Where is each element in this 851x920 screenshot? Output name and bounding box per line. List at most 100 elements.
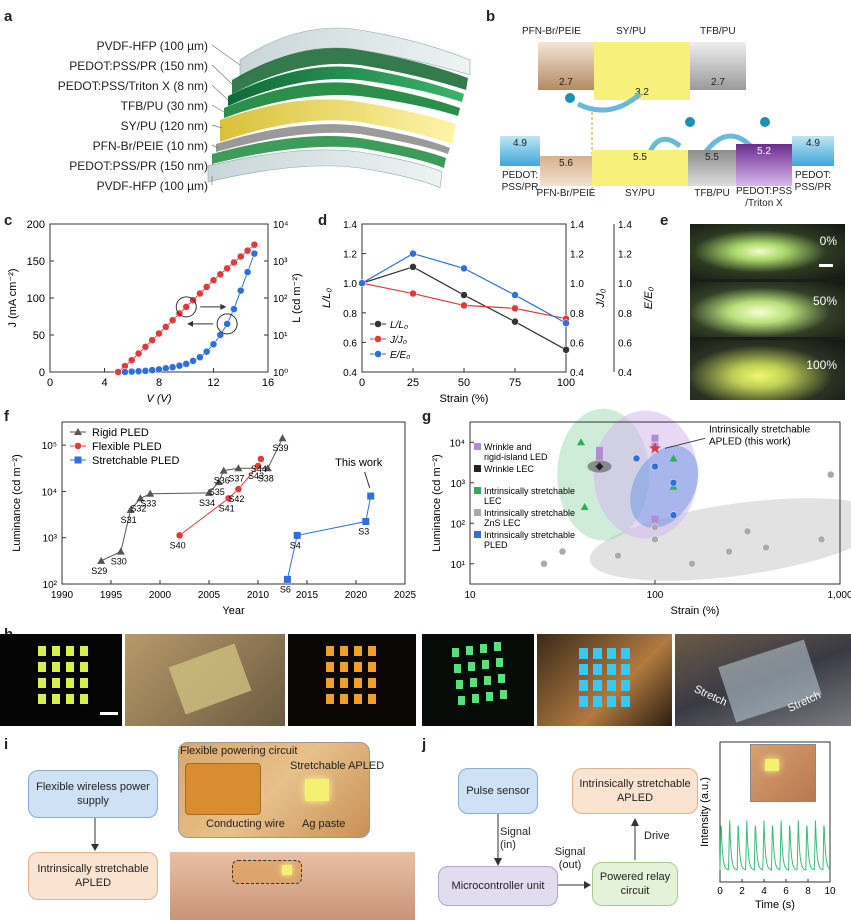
flow-arrow-right (558, 881, 591, 889)
electron-dot-top (565, 93, 575, 103)
energy-block-tfb-top: 2.7 (690, 42, 746, 90)
y-tick-label: 200 (27, 219, 45, 231)
plot-frame (61, 421, 406, 585)
legend-label: PLED (484, 540, 508, 550)
electron-transfer-arrow (576, 92, 642, 113)
data-point-J (182, 303, 190, 311)
y-tick-label: 10³ (451, 479, 466, 490)
legend-label: Intrinsically stretchable (484, 508, 575, 518)
data-point (409, 249, 417, 258)
energy-block-sy-bottom: 5.5 (592, 150, 688, 186)
x-tick-label: 16 (262, 377, 274, 389)
chart-f-luminance-year: 1990 1995 2000 2005 2010 2015 2020 2025 10² 10³ 10… (11, 421, 417, 617)
data-point-L (128, 367, 136, 376)
hole-dot (685, 117, 695, 127)
annotation-arrow (364, 471, 371, 489)
device-photo-50 (690, 282, 845, 337)
yellow-array-photo (0, 634, 122, 726)
chart-c-jvl: 0 4 8 12 16 0 50 100 150 200 10⁰ 10¹ 10² 10³ 10⁴ V (V) J… (7, 219, 303, 405)
data-point (577, 438, 585, 446)
x-tick-label: 0 (359, 377, 365, 389)
y-axis-label-left: L/L₀ (321, 288, 333, 308)
energy-block-pedot-triton: 5.2 (736, 144, 792, 186)
x-tick-label: 1990 (51, 590, 74, 601)
y2-tick-label: 0.6 (570, 338, 584, 349)
point-label: S34 (199, 498, 215, 508)
data-point (614, 551, 622, 560)
device-photo-100 (690, 340, 845, 400)
data-point (257, 455, 265, 463)
point-label: S29 (91, 566, 107, 576)
data-point-J (128, 356, 136, 364)
legend-label: Wrinkle and (484, 442, 531, 452)
data-point-L (134, 367, 143, 376)
legend-marker (374, 335, 382, 343)
data-point (136, 494, 145, 502)
blue-array-photo (537, 634, 672, 726)
y-tick-label: 0.6 (343, 338, 357, 349)
energy-bottom-label: PEDOT: PSS/PR (794, 170, 832, 193)
x-tick-label: 2020 (345, 590, 368, 601)
data-point-L (162, 364, 170, 373)
x-tick-label: 100 (647, 590, 664, 601)
blob-pled (630, 445, 699, 528)
flow-arrows-j (494, 814, 639, 866)
data-point (540, 560, 548, 568)
data-point-L (250, 249, 259, 258)
energy-diagram: PFN-Br/PEIE SY/PU TFB/PU 2.7 3.2 2.7 4.9… (500, 20, 845, 210)
panel-label-i: i (4, 736, 9, 753)
x-tick-label: 50 (458, 377, 470, 389)
data-point-J (162, 323, 170, 331)
hole-transfer-arrow (647, 136, 682, 154)
legend-marker (74, 456, 82, 464)
data-point-J (209, 276, 218, 284)
legend-marker (374, 320, 382, 328)
y2-tick-label: 10⁴ (273, 220, 288, 231)
data-point (651, 442, 659, 450)
point-label: S43 (248, 471, 264, 481)
data-point (460, 291, 468, 299)
energy-block-pfn-top: 2.7 (538, 42, 594, 90)
data-point (562, 346, 570, 354)
chart-g-luminance-strain: 10 100 1,000 10¹ 10² 10³ 10⁴ Strain (%) Luminanc… (431, 408, 851, 617)
point-label: S32 (130, 503, 146, 513)
y-tick-label: 10³ (43, 534, 58, 545)
data-point (214, 478, 223, 486)
y2-tick-label: 1.4 (570, 220, 584, 231)
layer-label: TFB/PU (30 nm) (120, 99, 208, 113)
highlight-circle (175, 296, 197, 318)
y3-tick-label: 1.4 (618, 220, 632, 231)
flow-arrow-down (91, 818, 99, 851)
data-point (116, 547, 125, 555)
series-line (286, 495, 372, 580)
data-point-J (148, 336, 156, 344)
legend-label: Rigid PLED (92, 427, 149, 439)
data-point (562, 319, 570, 327)
y-axis-label: Intensity (a.u.) (699, 777, 711, 847)
data-point (293, 531, 301, 539)
data-point-J (250, 240, 259, 249)
layer-sheets (207, 27, 471, 189)
energy-top-label: SY/PU (616, 26, 647, 37)
arrow-label-drive: Drive (644, 830, 670, 842)
annotation-this-work: This work (335, 457, 383, 469)
stretchable-apled-box: Intrinsically stretchable APLED (28, 852, 158, 900)
data-point-L (182, 360, 190, 368)
y3-tick-label: 0.4 (618, 368, 632, 379)
y3-tick-label: 0.6 (618, 338, 632, 349)
point-label: S41 (219, 503, 235, 513)
x-tick-label: 10 (464, 590, 476, 601)
data-point-L (175, 361, 184, 370)
microcontroller-box: Microcontroller unit (438, 866, 558, 906)
data-point-L (209, 340, 218, 348)
annotation-this-work-2: APLED (this work) (709, 436, 791, 447)
device-photo-strip: Stretch Stretch (0, 634, 851, 726)
highlight-circle (216, 313, 238, 335)
chart-j-intensity: 0 2 4 6 8 10 Time (s) Intensity (a.u.) (699, 741, 836, 911)
data-point (175, 531, 184, 540)
data-point (688, 560, 696, 568)
data-point-L (243, 268, 252, 276)
legend-marker (74, 442, 82, 450)
x-axis-label: V (V) (146, 393, 171, 405)
y2-tick-label: 10³ (273, 257, 288, 268)
